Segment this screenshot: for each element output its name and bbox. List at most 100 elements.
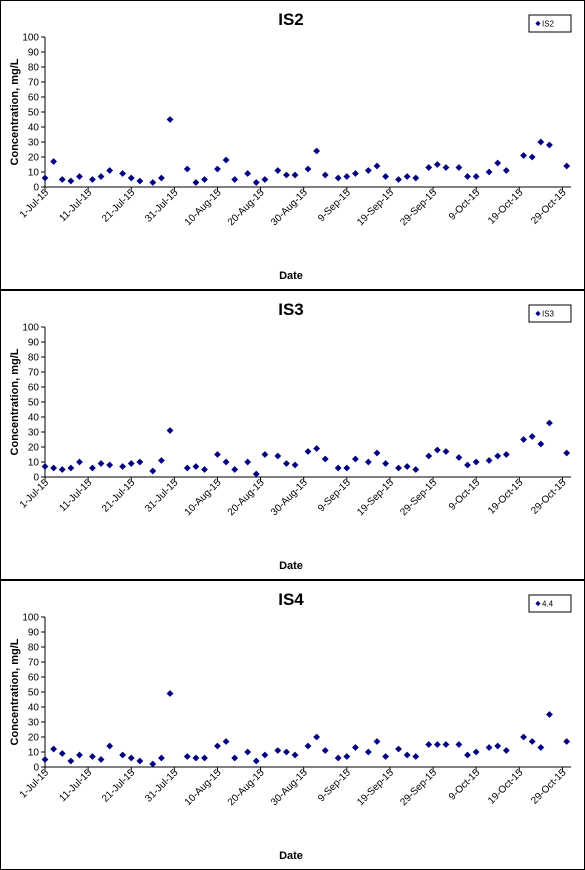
data-point: [403, 751, 411, 759]
data-point: [464, 751, 471, 759]
data-point: [158, 754, 165, 762]
data-point: [244, 170, 252, 177]
y-tick-label: 40: [28, 123, 40, 134]
x-tick-label: 29-Sep-15: [398, 187, 439, 228]
data-point: [50, 464, 58, 472]
data-point: [502, 167, 510, 174]
data-point: [334, 174, 342, 182]
data-point: [412, 466, 420, 473]
data-point: [58, 750, 66, 757]
data-point: [136, 177, 144, 185]
data-point: [106, 167, 114, 174]
y-tick-label: 20: [28, 733, 40, 744]
x-tick-label: 20-Aug-15: [226, 767, 267, 808]
x-tick-label: 19-Oct-15: [486, 477, 526, 517]
data-point: [304, 448, 312, 455]
y-axis-label: Concentration, mg/L: [9, 58, 21, 165]
x-tick-label: 19-Oct-15: [486, 767, 526, 807]
data-point: [537, 440, 545, 448]
data-point: [472, 458, 480, 466]
data-point: [520, 436, 527, 443]
x-tick-label: 10-Aug-15: [183, 767, 224, 808]
data-point: [343, 464, 351, 472]
data-point: [520, 152, 527, 159]
y-axis-label: Concentration, mg/L: [9, 348, 21, 455]
data-point: [528, 433, 536, 440]
data-point: [136, 458, 144, 466]
data-point: [106, 742, 114, 750]
y-tick-label: 100: [22, 323, 39, 334]
y-tick-label: 10: [28, 458, 40, 469]
data-point: [76, 751, 83, 759]
data-point: [352, 744, 359, 751]
chart-title: IS2: [278, 10, 304, 29]
data-point: [442, 741, 450, 748]
x-tick-label: 31-Jul-15: [143, 767, 181, 805]
data-point: [334, 754, 342, 762]
y-tick-label: 50: [28, 108, 40, 119]
data-point: [192, 179, 200, 186]
data-point: [127, 174, 135, 182]
data-point: [50, 745, 58, 753]
y-tick-label: 70: [28, 78, 40, 89]
chart-panel-is2: IS2 0 10 20 30 40 50 60 70 80 90 100 1-Jul-15 11-Jul-…: [0, 0, 585, 290]
legend-marker: [535, 600, 541, 607]
x-tick-label: 29-Oct-15: [529, 767, 569, 807]
data-point: [67, 757, 75, 765]
y-tick-label: 90: [28, 338, 40, 349]
data-point: [183, 165, 191, 173]
data-point: [231, 176, 239, 183]
legend: IS3: [528, 304, 572, 323]
x-tick-label: 21-Jul-15: [100, 187, 138, 225]
chart-panel-is4: IS4 0 10 20 30 40 50 60 70 80 90 100 1-Jul-15 11-Jul-…: [0, 580, 585, 870]
legend-label: 4.4: [542, 600, 554, 609]
data-point: [97, 173, 105, 180]
data-point: [464, 461, 471, 469]
y-tick-label: 60: [28, 673, 40, 684]
legend-marker: [535, 310, 541, 317]
legend-marker: [535, 20, 541, 27]
data-point: [231, 754, 239, 762]
data-point: [546, 419, 553, 427]
data-point: [382, 753, 390, 760]
data-point: [166, 427, 174, 434]
y-tick-label: 10: [28, 748, 40, 759]
data-point: [485, 457, 493, 464]
data-point: [149, 760, 157, 768]
data-point: [214, 742, 221, 750]
data-point: [50, 158, 58, 165]
data-point: [252, 470, 260, 478]
legend-box: [528, 304, 572, 323]
data-point: [373, 449, 381, 457]
x-tick-label: 20-Aug-15: [226, 187, 267, 228]
legend-box: [528, 594, 572, 613]
data-point: [261, 751, 269, 759]
data-point: [455, 741, 463, 748]
chart-panel-is3: IS3 0 10 20 30 40 50 60 70 80 90 100 1-Jul-15 11-Jul-…: [0, 290, 585, 580]
data-point: [528, 738, 536, 745]
data-point: [537, 744, 545, 751]
data-point: [89, 464, 96, 472]
y-tick-label: 70: [28, 368, 40, 379]
y-tick-label: 30: [28, 138, 40, 149]
data-point: [304, 742, 312, 750]
data-point: [166, 116, 174, 123]
data-point: [274, 167, 282, 174]
data-point: [455, 164, 463, 171]
y-tick-label: 0: [33, 183, 39, 194]
y-tick-label: 40: [28, 413, 40, 424]
y-tick-label: 80: [28, 353, 40, 364]
data-point: [183, 753, 191, 760]
data-point: [89, 176, 96, 183]
x-tick-label: 19-Sep-15: [355, 767, 396, 808]
data-point: [291, 751, 299, 759]
data-point: [537, 138, 545, 146]
data-point: [183, 464, 191, 472]
y-tick-label: 30: [28, 428, 40, 439]
data-point: [403, 463, 411, 470]
y-tick-label: 60: [28, 383, 40, 394]
data-point: [119, 463, 127, 470]
y-tick-label: 50: [28, 398, 40, 409]
x-tick-label: 11-Jul-15: [57, 477, 94, 514]
